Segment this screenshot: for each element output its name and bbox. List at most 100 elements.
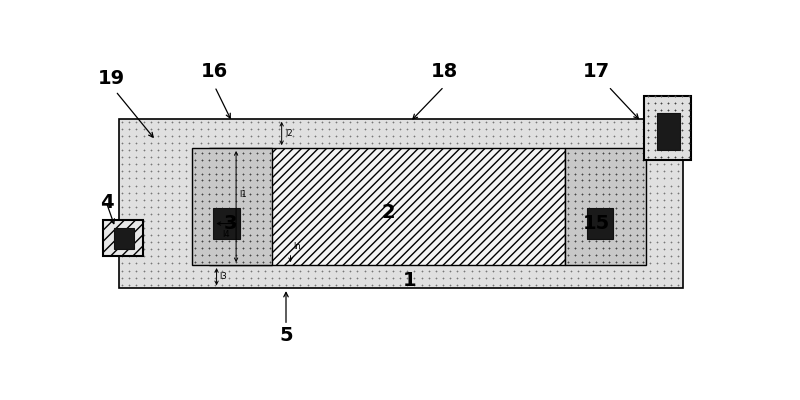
- Point: [586, 190, 599, 196]
- Point: [672, 147, 685, 153]
- Point: [194, 253, 207, 260]
- Point: [515, 196, 528, 203]
- Point: [287, 190, 300, 196]
- Point: [582, 164, 595, 170]
- Point: [622, 196, 634, 203]
- Point: [337, 211, 350, 217]
- Point: [222, 190, 235, 196]
- Point: [586, 126, 599, 132]
- Point: [130, 232, 143, 238]
- Point: [308, 133, 321, 139]
- Point: [486, 196, 499, 203]
- Point: [601, 282, 614, 288]
- Point: [251, 190, 264, 196]
- Point: [637, 232, 650, 238]
- Point: [675, 134, 688, 140]
- Point: [623, 211, 636, 218]
- Point: [187, 204, 200, 210]
- Point: [572, 175, 585, 182]
- Point: [358, 239, 371, 245]
- Point: [379, 282, 392, 288]
- Point: [565, 126, 578, 132]
- Point: [251, 246, 264, 252]
- Point: [351, 239, 364, 245]
- Point: [202, 245, 215, 251]
- Point: [264, 232, 277, 238]
- Point: [642, 147, 654, 154]
- Point: [173, 211, 186, 217]
- Point: [386, 211, 399, 217]
- Point: [366, 274, 378, 281]
- Point: [358, 225, 371, 231]
- Point: [202, 232, 214, 238]
- Point: [586, 161, 599, 168]
- Point: [216, 157, 229, 163]
- Point: [130, 211, 143, 217]
- Point: [230, 260, 242, 267]
- Point: [251, 225, 264, 231]
- Point: [576, 258, 589, 265]
- Point: [315, 133, 328, 139]
- Point: [257, 177, 270, 184]
- Point: [623, 170, 636, 177]
- Point: [637, 198, 650, 204]
- Point: [576, 150, 589, 156]
- Point: [230, 147, 242, 153]
- Point: [202, 239, 214, 245]
- Point: [230, 191, 242, 197]
- Point: [582, 232, 595, 238]
- Point: [123, 274, 136, 281]
- Point: [594, 182, 606, 189]
- Point: [209, 168, 222, 174]
- Point: [617, 238, 630, 245]
- Point: [508, 253, 521, 260]
- Point: [594, 204, 606, 210]
- Point: [257, 218, 270, 224]
- Point: [151, 239, 164, 245]
- Point: [344, 118, 357, 125]
- Point: [415, 154, 428, 160]
- Point: [243, 198, 256, 204]
- Point: [158, 154, 171, 160]
- Point: [572, 140, 585, 146]
- Point: [617, 232, 630, 238]
- Point: [650, 147, 663, 153]
- Point: [603, 232, 616, 238]
- Point: [243, 164, 256, 170]
- Point: [130, 118, 143, 125]
- Point: [386, 260, 399, 267]
- Point: [572, 260, 585, 267]
- Point: [601, 267, 614, 274]
- Point: [479, 274, 492, 281]
- Point: [237, 175, 250, 182]
- Point: [501, 218, 514, 224]
- Point: [158, 196, 171, 203]
- Point: [280, 225, 293, 231]
- Point: [280, 282, 293, 288]
- Point: [486, 225, 499, 231]
- Point: [465, 161, 478, 168]
- Point: [537, 175, 550, 182]
- Point: [444, 204, 457, 210]
- Point: [522, 211, 535, 217]
- Point: [301, 218, 314, 224]
- Point: [351, 253, 364, 260]
- Point: [301, 126, 314, 132]
- Point: [537, 246, 550, 252]
- Point: [515, 282, 528, 288]
- Point: [358, 182, 371, 189]
- Point: [116, 161, 129, 168]
- Point: [569, 204, 582, 211]
- Point: [486, 253, 499, 260]
- Point: [650, 161, 663, 168]
- Point: [401, 126, 414, 132]
- Point: [394, 161, 406, 168]
- Point: [655, 134, 668, 140]
- Point: [386, 133, 399, 139]
- Point: [223, 204, 236, 211]
- Point: [266, 126, 278, 132]
- Point: [337, 204, 350, 210]
- Point: [650, 182, 663, 189]
- Point: [202, 211, 215, 218]
- Point: [629, 267, 642, 274]
